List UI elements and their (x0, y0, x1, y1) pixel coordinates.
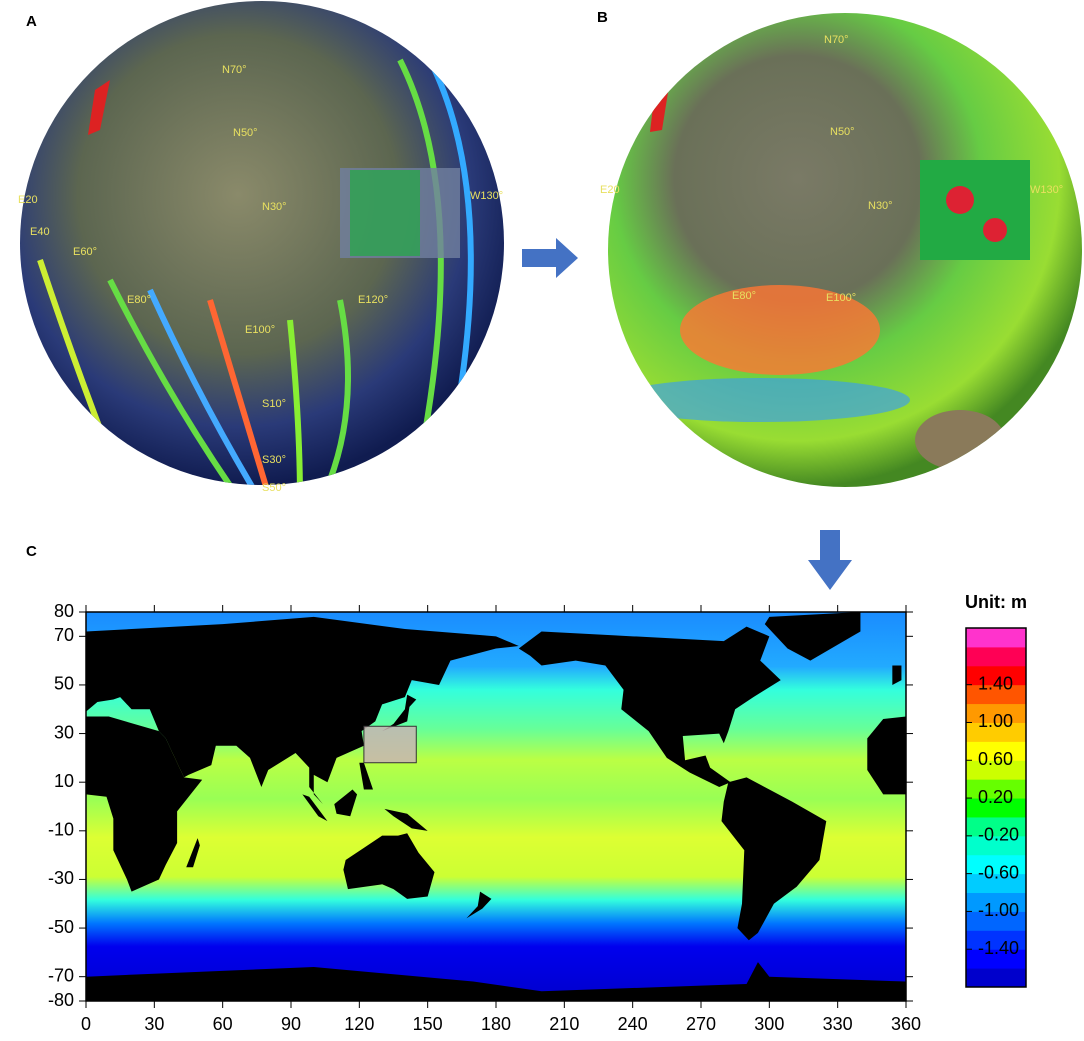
land (343, 833, 435, 899)
x-tick-label: 30 (144, 1014, 164, 1034)
y-tick-label: -30 (48, 868, 74, 888)
y-tick-label: 70 (54, 625, 74, 645)
colorbar-band (966, 741, 1026, 761)
x-tick-label: 150 (413, 1014, 443, 1034)
colorbar-band (966, 911, 1026, 931)
colorbar-tick-label: 1.00 (978, 711, 1013, 731)
x-tick-label: 0 (81, 1014, 91, 1034)
globe-label: S30° (262, 454, 286, 466)
colorbar-tick-label: -1.00 (978, 900, 1019, 920)
land (867, 716, 906, 795)
colorbar-band (966, 628, 1026, 648)
y-tick-label: 50 (54, 674, 74, 694)
land (496, 636, 519, 649)
colorbar-band (966, 835, 1026, 856)
y-tick-label: 30 (54, 722, 74, 742)
globe-label: E60° (73, 246, 97, 258)
globe-label: N30° (262, 201, 287, 213)
colorbar-tick-label: -0.60 (978, 862, 1019, 882)
colorbar-band (966, 968, 1026, 988)
y-tick-label: 10 (54, 771, 74, 791)
colorbar-band (966, 665, 1026, 686)
colorbar-band (966, 646, 1026, 667)
colorbar-tick-label: 0.20 (978, 787, 1013, 807)
colorbar-title: Unit: m (965, 592, 1027, 612)
globe-label: E40 (30, 226, 50, 238)
y-tick-label: -80 (48, 990, 74, 1010)
globe-label: E100° (826, 292, 856, 304)
x-tick-label: 300 (754, 1014, 784, 1034)
x-tick-label: 360 (891, 1014, 921, 1034)
globe-label: S50° (262, 482, 286, 494)
land (86, 716, 203, 892)
land (721, 777, 827, 941)
globe-label: E120° (358, 294, 388, 306)
arrow (522, 238, 578, 278)
y-tick-label: 80 (54, 601, 74, 621)
y-tick-label: -50 (48, 917, 74, 937)
colorbar-band (966, 722, 1026, 742)
colorbar-band (966, 930, 1026, 950)
globe-label: E100° (245, 324, 275, 336)
globe-label: N70° (824, 34, 849, 46)
globe-label: E80° (127, 294, 151, 306)
globe-label: W130° (470, 190, 503, 202)
x-tick-label: 330 (823, 1014, 853, 1034)
globe-label: W130° (1030, 184, 1063, 196)
globe-label: S10° (262, 398, 286, 410)
colorbar-frame (965, 627, 1027, 988)
land (466, 891, 492, 919)
panel-label: C (26, 543, 37, 560)
colorbar-tick-label: 1.40 (978, 673, 1013, 693)
colorbar-band (966, 949, 1026, 969)
globe-label: N50° (233, 127, 258, 139)
globe-b (608, 13, 1082, 487)
x-tick-label: 240 (618, 1014, 648, 1034)
globe-label: N50° (830, 126, 855, 138)
colorbar-band (966, 873, 1026, 894)
x-tick-label: 180 (481, 1014, 511, 1034)
colorbar-band (966, 760, 1026, 780)
colorbar-band (966, 703, 1026, 723)
land (86, 616, 496, 805)
globe-a (20, 1, 504, 485)
colorbar-band (966, 798, 1026, 818)
land (764, 612, 861, 661)
x-tick-label: 120 (344, 1014, 374, 1034)
land (359, 762, 373, 790)
x-tick-label: 60 (213, 1014, 233, 1034)
land (186, 838, 200, 868)
x-tick-label: 210 (549, 1014, 579, 1034)
x-tick-label: 270 (686, 1014, 716, 1034)
y-tick-label: -10 (48, 820, 74, 840)
globe-label: N30° (868, 200, 893, 212)
land (86, 962, 906, 1001)
globe-label: E80° (732, 290, 756, 302)
colorbar-band (966, 854, 1026, 875)
colorbar-band (966, 816, 1026, 837)
colorbar-tick-label: -1.40 (978, 938, 1019, 958)
highlight-box (363, 725, 417, 764)
land (518, 626, 781, 788)
land (384, 808, 428, 831)
globe-label: N70° (222, 64, 247, 76)
globe-label: E20 (600, 184, 620, 196)
land (302, 794, 328, 822)
colorbar-band (966, 892, 1026, 912)
land (892, 665, 902, 685)
x-tick-label: 90 (281, 1014, 301, 1034)
colorbar-tick-label: -0.20 (978, 825, 1019, 845)
land (382, 694, 417, 732)
colorbar-band (966, 684, 1026, 705)
land (334, 789, 358, 817)
arrow (808, 530, 852, 590)
colorbar-band (966, 779, 1026, 799)
panel-label: B (597, 9, 608, 26)
y-tick-label: -70 (48, 965, 74, 985)
panel-label: A (26, 13, 37, 30)
globe-label: E20 (18, 194, 38, 206)
colorbar-tick-label: 0.60 (978, 749, 1013, 769)
